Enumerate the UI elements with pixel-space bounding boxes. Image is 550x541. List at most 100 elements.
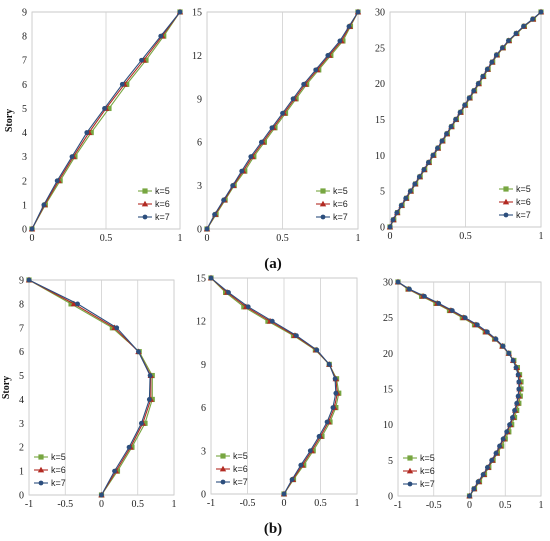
- data-point: [480, 74, 486, 79]
- data-point: [143, 57, 149, 63]
- legend-label: k=6: [51, 465, 66, 475]
- data-point: [462, 102, 467, 108]
- y-tick-label: 8: [19, 299, 24, 310]
- data-point: [226, 290, 231, 295]
- data-point: [124, 81, 130, 87]
- legend-marker: [220, 479, 226, 485]
- y-tick-label: 5: [388, 456, 393, 467]
- x-tick-label: 1: [178, 233, 183, 244]
- data-point: [430, 152, 436, 158]
- y-tick-label: 8: [22, 32, 27, 43]
- x-tick-label: 0.5: [499, 500, 512, 511]
- data-point: [521, 23, 526, 29]
- data-point: [112, 468, 117, 474]
- y-tick-label: 6: [19, 347, 24, 358]
- y-axis-label: Story: [4, 109, 15, 132]
- series-line-k6: [31, 11, 181, 230]
- series-line-k5: [31, 11, 181, 230]
- data-point: [158, 33, 164, 39]
- data-point: [425, 160, 431, 165]
- y-tick-label: 30: [375, 8, 385, 19]
- series-line-k7: [31, 11, 181, 230]
- series-line-k6: [210, 277, 338, 495]
- x-tick-label: 1: [539, 500, 544, 511]
- legend-label: k=7: [155, 212, 170, 222]
- data-point: [444, 131, 449, 137]
- data-point: [290, 96, 296, 102]
- data-point: [324, 419, 330, 425]
- x-tick-label: 1: [356, 233, 361, 244]
- y-tick-label: 1: [22, 200, 27, 211]
- data-point: [99, 492, 104, 498]
- x-tick-label: 0: [30, 233, 35, 244]
- y-tick-label: 3: [201, 446, 206, 457]
- data-point: [248, 154, 254, 160]
- legend-label: k=7: [333, 212, 348, 222]
- x-tick-label: 1: [539, 231, 544, 242]
- y-tick-label: 1: [19, 467, 24, 478]
- x-tick-label: 0: [282, 498, 287, 509]
- data-point: [471, 486, 477, 492]
- legend-label: k=5: [233, 451, 248, 461]
- x-tick-label: 0: [205, 233, 210, 244]
- series-line-k5: [206, 11, 359, 230]
- x-tick-label: -0.5: [240, 498, 256, 509]
- data-point: [507, 422, 512, 428]
- legend-label: k=5: [516, 184, 531, 194]
- chart-panel-2: 0 0.5 1 0 3 6 9 12 15 k=5 k=6 k=7: [192, 8, 362, 244]
- legend-label: k=6: [333, 199, 348, 209]
- data-point: [346, 24, 352, 29]
- data-point: [407, 188, 413, 194]
- data-point: [538, 9, 544, 15]
- legend-marker: [503, 186, 509, 192]
- data-point: [493, 450, 499, 456]
- x-tick-label: 0.5: [100, 233, 113, 244]
- data-point: [489, 59, 495, 65]
- data-point: [412, 181, 418, 187]
- x-tick-label: 0: [467, 500, 472, 511]
- data-point: [301, 81, 307, 87]
- data-point: [204, 226, 210, 232]
- y-tick-label: 3: [19, 419, 24, 430]
- data-point: [265, 318, 271, 324]
- data-point: [467, 493, 472, 499]
- data-point: [439, 138, 445, 144]
- x-tick-label: 1: [172, 499, 177, 510]
- legend-marker: [38, 454, 44, 460]
- data-point: [230, 183, 236, 189]
- y-tick-label: 2: [19, 443, 24, 454]
- x-tick-label: 0.5: [314, 498, 327, 509]
- data-point: [330, 405, 336, 410]
- y-tick-label: 0: [201, 490, 206, 501]
- x-tick-label: -1: [207, 498, 215, 509]
- x-tick-label: -1: [25, 499, 33, 510]
- data-point: [142, 420, 148, 426]
- data-point: [512, 408, 517, 413]
- x-tick-label: 0: [99, 499, 104, 510]
- data-point: [332, 376, 338, 382]
- legend-marker: [319, 200, 327, 207]
- data-point: [88, 129, 94, 136]
- legend-label: k=7: [51, 478, 66, 488]
- y-tick-label: 6: [197, 138, 202, 149]
- y-tick-label: 30: [383, 278, 393, 289]
- legend-label: k=6: [155, 199, 170, 209]
- y-tick-label: 0: [380, 223, 385, 234]
- data-point: [29, 226, 35, 232]
- data-point: [493, 336, 499, 342]
- data-point: [269, 125, 275, 131]
- data-point: [474, 322, 480, 328]
- y-tick-label: 0: [19, 491, 24, 502]
- data-point: [510, 358, 516, 363]
- series-line-k7: [28, 279, 151, 496]
- legend-label: k=6: [420, 466, 435, 476]
- data-point: [505, 38, 511, 44]
- data-point: [138, 420, 144, 426]
- data-point: [208, 275, 214, 281]
- data-point: [126, 444, 132, 450]
- y-tick-label: 10: [383, 420, 393, 431]
- x-tick-label: 0: [388, 231, 393, 242]
- y-tick-label: 20: [375, 79, 385, 90]
